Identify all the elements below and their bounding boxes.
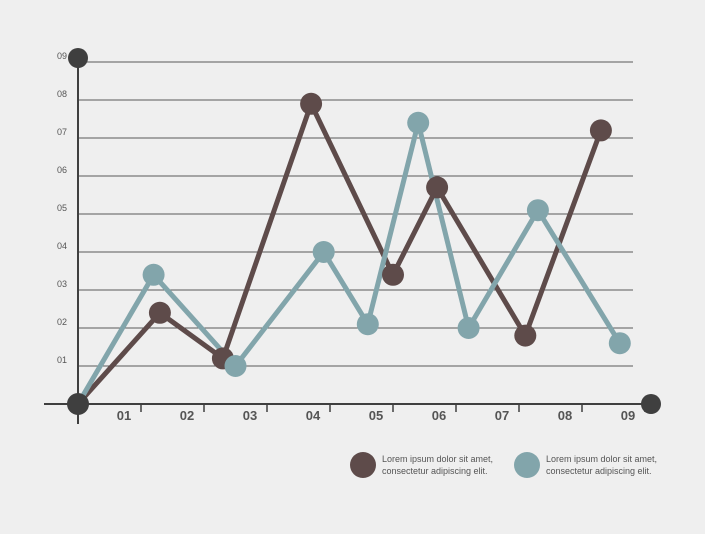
series-1-point <box>426 176 449 199</box>
legend-text-line-1: Lorem ipsum dolor sit amet, <box>546 454 658 464</box>
legend-item-series-2: Lorem ipsum dolor sit amet, consectetur … <box>514 452 657 478</box>
series-1-line <box>75 101 604 407</box>
origin-point <box>67 393 89 415</box>
y-tick-label: 08 <box>57 89 67 99</box>
legend-swatch-series-2 <box>514 452 540 478</box>
x-tick-label: 06 <box>432 408 446 423</box>
series-1-point <box>148 301 171 324</box>
series-2-point <box>312 241 335 263</box>
x-tick-label: 07 <box>495 408 509 423</box>
y-tick-label: 09 <box>57 51 67 61</box>
legend-item-series-1: Lorem ipsum dolor sit amet, consectetur … <box>350 452 493 478</box>
y-tick-label: 04 <box>57 241 67 251</box>
y-axis-end-cap <box>68 48 88 68</box>
series-1-point <box>589 119 612 142</box>
x-tick-label: 04 <box>306 408 321 423</box>
series-1-point <box>382 263 404 286</box>
series-2-point <box>608 332 631 355</box>
legend-swatch-series-1 <box>350 452 376 478</box>
y-tick-label: 06 <box>57 165 67 175</box>
x-tick-label: 01 <box>117 408 131 423</box>
legend-text-line-2: consectetur adipiscing elit. <box>546 466 652 476</box>
series-1-point <box>514 324 537 347</box>
series-2-line <box>75 120 623 407</box>
series-1-point <box>300 92 323 115</box>
x-tick-label: 03 <box>243 408 257 423</box>
x-tick-label: 02 <box>180 408 194 423</box>
y-tick-label: 01 <box>57 355 67 365</box>
legend-text-line-2: consectetur adipiscing elit. <box>382 466 488 476</box>
series-2-point <box>142 263 165 286</box>
legend-label-series-1: Lorem ipsum dolor sit amet, consectetur … <box>382 453 493 477</box>
y-tick-label: 05 <box>57 203 67 213</box>
x-tick-label: 08 <box>558 408 572 423</box>
series-2-point <box>457 317 480 339</box>
x-tick-label: 05 <box>369 408 383 423</box>
series-2-point <box>526 199 549 222</box>
series-2-point <box>356 313 379 336</box>
series-2-point <box>224 355 247 377</box>
series-2-point <box>407 111 430 134</box>
legend-text-line-1: Lorem ipsum dolor sit amet, <box>382 454 494 464</box>
x-axis-end-cap <box>641 394 661 414</box>
y-tick-label: 02 <box>57 317 67 327</box>
y-tick-label: 07 <box>57 127 67 137</box>
x-tick-label: 09 <box>621 408 635 423</box>
legend-label-series-2: Lorem ipsum dolor sit amet, consectetur … <box>546 453 657 477</box>
y-tick-label: 03 <box>57 279 67 289</box>
